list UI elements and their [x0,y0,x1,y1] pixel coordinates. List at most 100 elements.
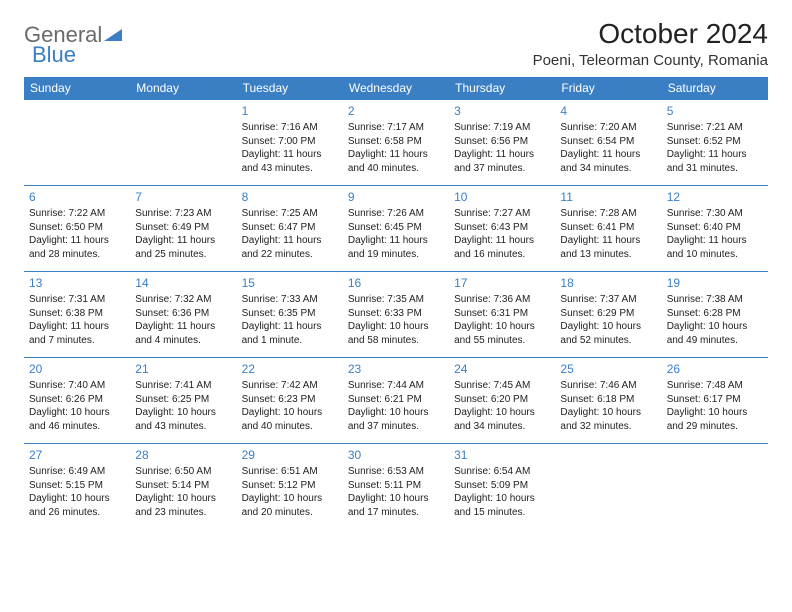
day-number: 19 [667,275,763,291]
calendar-day-cell: 14Sunrise: 7:32 AMSunset: 6:36 PMDayligh… [130,272,236,358]
day-data: Sunrise: 7:25 AMSunset: 6:47 PMDaylight:… [242,207,338,261]
calendar-day-cell: 26 Sunrise: 7:48 AMSunset: 6:17 PMDayligh… [662,358,768,444]
day-data: Sunrise: 7:37 AMSunset: 6:29 PMDaylight:… [560,293,656,347]
calendar-day-cell: 24 Sunrise: 7:45 AMSunset: 6:20 PMDayligh… [449,358,555,444]
day-number: 28 [135,447,231,463]
day-data: Sunrise: 6:54 AMSunset: 5:09 PMDaylight:… [454,465,550,519]
day-data: Sunrise: 6:50 AMSunset: 5:14 PMDaylight:… [135,465,231,519]
day-number: 14 [135,275,231,291]
location: Poeni, Teleorman County, Romania [533,52,768,69]
day-number: 21 [135,361,231,377]
calendar-day-cell: 30 Sunrise: 6:53 AMSunset: 5:11 PMDayligh… [343,444,449,530]
calendar-day-cell: 29Sunrise: 6:51 AMSunset: 5:12 PMDayligh… [237,444,343,530]
day-data: Sunrise: 7:45 AMSunset: 6:20 PMDaylight:… [454,379,550,433]
calendar-day-cell: 8 Sunrise: 7:25 AMSunset: 6:47 PMDaylight… [237,186,343,272]
day-data: Sunrise: 7:46 AMSunset: 6:18 PMDaylight:… [560,379,656,433]
calendar-day-cell: 10 Sunrise: 7:27 AMSunset: 6:43 PMDayligh… [449,186,555,272]
day-data: Sunrise: 7:35 AMSunset: 6:33 PMDaylight:… [348,293,444,347]
weekday-header: Tuesday [237,77,343,100]
day-number: 2 [348,103,444,119]
calendar-day-cell: 7Sunrise: 7:23 AMSunset: 6:49 PMDaylight… [130,186,236,272]
calendar-day-cell: 28 Sunrise: 6:50 AMSunset: 5:14 PMDayligh… [130,444,236,530]
calendar-day-cell: 9 Sunrise: 7:26 AMSunset: 6:45 PMDaylight… [343,186,449,272]
day-number: 6 [29,189,125,205]
day-number: 20 [29,361,125,377]
day-data: Sunrise: 7:41 AMSunset: 6:25 PMDaylight:… [135,379,231,433]
day-number: 7 [135,189,231,205]
logo-text-blue: Blue [32,42,76,68]
day-data: Sunrise: 7:26 AMSunset: 6:45 PMDaylight:… [348,207,444,261]
calendar-day-cell: 6Sunrise: 7:22 AMSunset: 6:50 PMDaylight… [24,186,130,272]
day-data: Sunrise: 7:42 AMSunset: 6:23 PMDaylight:… [242,379,338,433]
day-number: 27 [29,447,125,463]
day-data: Sunrise: 7:28 AMSunset: 6:41 PMDaylight:… [560,207,656,261]
day-number: 10 [454,189,550,205]
logo-triangle-icon [104,27,122,43]
day-number: 8 [242,189,338,205]
calendar-day-cell [130,100,236,186]
header: General October 2024 Poeni, Teleorman Co… [24,18,768,69]
day-number: 1 [242,103,338,119]
title-block: October 2024 Poeni, Teleorman County, Ro… [533,18,768,69]
calendar-table: SundayMondayTuesdayWednesdayThursdayFrid… [24,77,768,530]
month-title: October 2024 [533,18,768,50]
day-number: 15 [242,275,338,291]
calendar-day-cell: 27 Sunrise: 6:49 AMSunset: 5:15 PMDayligh… [24,444,130,530]
day-number: 30 [348,447,444,463]
day-number: 22 [242,361,338,377]
weekday-header: Saturday [662,77,768,100]
weekday-header: Monday [130,77,236,100]
day-data: Sunrise: 6:53 AMSunset: 5:11 PMDaylight:… [348,465,444,519]
calendar-day-cell: 19Sunrise: 7:38 AMSunset: 6:28 PMDayligh… [662,272,768,358]
day-number: 12 [667,189,763,205]
day-data: Sunrise: 7:31 AMSunset: 6:38 PMDaylight:… [29,293,125,347]
weekday-header: Sunday [24,77,130,100]
calendar-day-cell: 20Sunrise: 7:40 AMSunset: 6:26 PMDayligh… [24,358,130,444]
calendar-body: 1Sunrise: 7:16 AMSunset: 7:00 PMDaylight… [24,100,768,530]
day-number: 23 [348,361,444,377]
day-number: 17 [454,275,550,291]
calendar-day-cell: 12Sunrise: 7:30 AMSunset: 6:40 PMDayligh… [662,186,768,272]
weekday-header-row: SundayMondayTuesdayWednesdayThursdayFrid… [24,77,768,100]
day-data: Sunrise: 6:51 AMSunset: 5:12 PMDaylight:… [242,465,338,519]
day-data: Sunrise: 7:20 AMSunset: 6:54 PMDaylight:… [560,121,656,175]
day-data: Sunrise: 7:44 AMSunset: 6:21 PMDaylight:… [348,379,444,433]
weekday-header: Wednesday [343,77,449,100]
day-number: 4 [560,103,656,119]
calendar-day-cell: 21 Sunrise: 7:41 AMSunset: 6:25 PMDayligh… [130,358,236,444]
day-data: Sunrise: 7:17 AMSunset: 6:58 PMDaylight:… [348,121,444,175]
day-data: Sunrise: 7:48 AMSunset: 6:17 PMDaylight:… [667,379,763,433]
day-number: 26 [667,361,763,377]
calendar-day-cell [662,444,768,530]
calendar-day-cell: 25Sunrise: 7:46 AMSunset: 6:18 PMDayligh… [555,358,661,444]
calendar-day-cell: 1Sunrise: 7:16 AMSunset: 7:00 PMDaylight… [237,100,343,186]
calendar-day-cell: 11Sunrise: 7:28 AMSunset: 6:41 PMDayligh… [555,186,661,272]
day-number: 24 [454,361,550,377]
calendar-week-row: 20Sunrise: 7:40 AMSunset: 6:26 PMDayligh… [24,358,768,444]
calendar-day-cell: 22 Sunrise: 7:42 AMSunset: 6:23 PMDayligh… [237,358,343,444]
calendar-day-cell: 15Sunrise: 7:33 AMSunset: 6:35 PMDayligh… [237,272,343,358]
day-data: Sunrise: 6:49 AMSunset: 5:15 PMDaylight:… [29,465,125,519]
day-number: 9 [348,189,444,205]
calendar-day-cell: 23 Sunrise: 7:44 AMSunset: 6:21 PMDayligh… [343,358,449,444]
calendar-day-cell: 3Sunrise: 7:19 AMSunset: 6:56 PMDaylight… [449,100,555,186]
day-number: 16 [348,275,444,291]
calendar-day-cell: 31 Sunrise: 6:54 AMSunset: 5:09 PMDayligh… [449,444,555,530]
weekday-header: Thursday [449,77,555,100]
calendar-day-cell [24,100,130,186]
calendar-week-row: 1Sunrise: 7:16 AMSunset: 7:00 PMDaylight… [24,100,768,186]
calendar-day-cell: 4 Sunrise: 7:20 AMSunset: 6:54 PMDaylight… [555,100,661,186]
calendar-week-row: 13 Sunrise: 7:31 AMSunset: 6:38 PMDayligh… [24,272,768,358]
day-number: 31 [454,447,550,463]
calendar-day-cell: 5Sunrise: 7:21 AMSunset: 6:52 PMDaylight… [662,100,768,186]
weekday-header: Friday [555,77,661,100]
calendar-day-cell: 2 Sunrise: 7:17 AMSunset: 6:58 PMDaylight… [343,100,449,186]
day-number: 3 [454,103,550,119]
calendar-head: SundayMondayTuesdayWednesdayThursdayFrid… [24,77,768,100]
calendar-week-row: 6Sunrise: 7:22 AMSunset: 6:50 PMDaylight… [24,186,768,272]
day-number: 13 [29,275,125,291]
calendar-day-cell: 13 Sunrise: 7:31 AMSunset: 6:38 PMDayligh… [24,272,130,358]
day-data: Sunrise: 7:27 AMSunset: 6:43 PMDaylight:… [454,207,550,261]
calendar-week-row: 27 Sunrise: 6:49 AMSunset: 5:15 PMDayligh… [24,444,768,530]
calendar-day-cell: 18Sunrise: 7:37 AMSunset: 6:29 PMDayligh… [555,272,661,358]
